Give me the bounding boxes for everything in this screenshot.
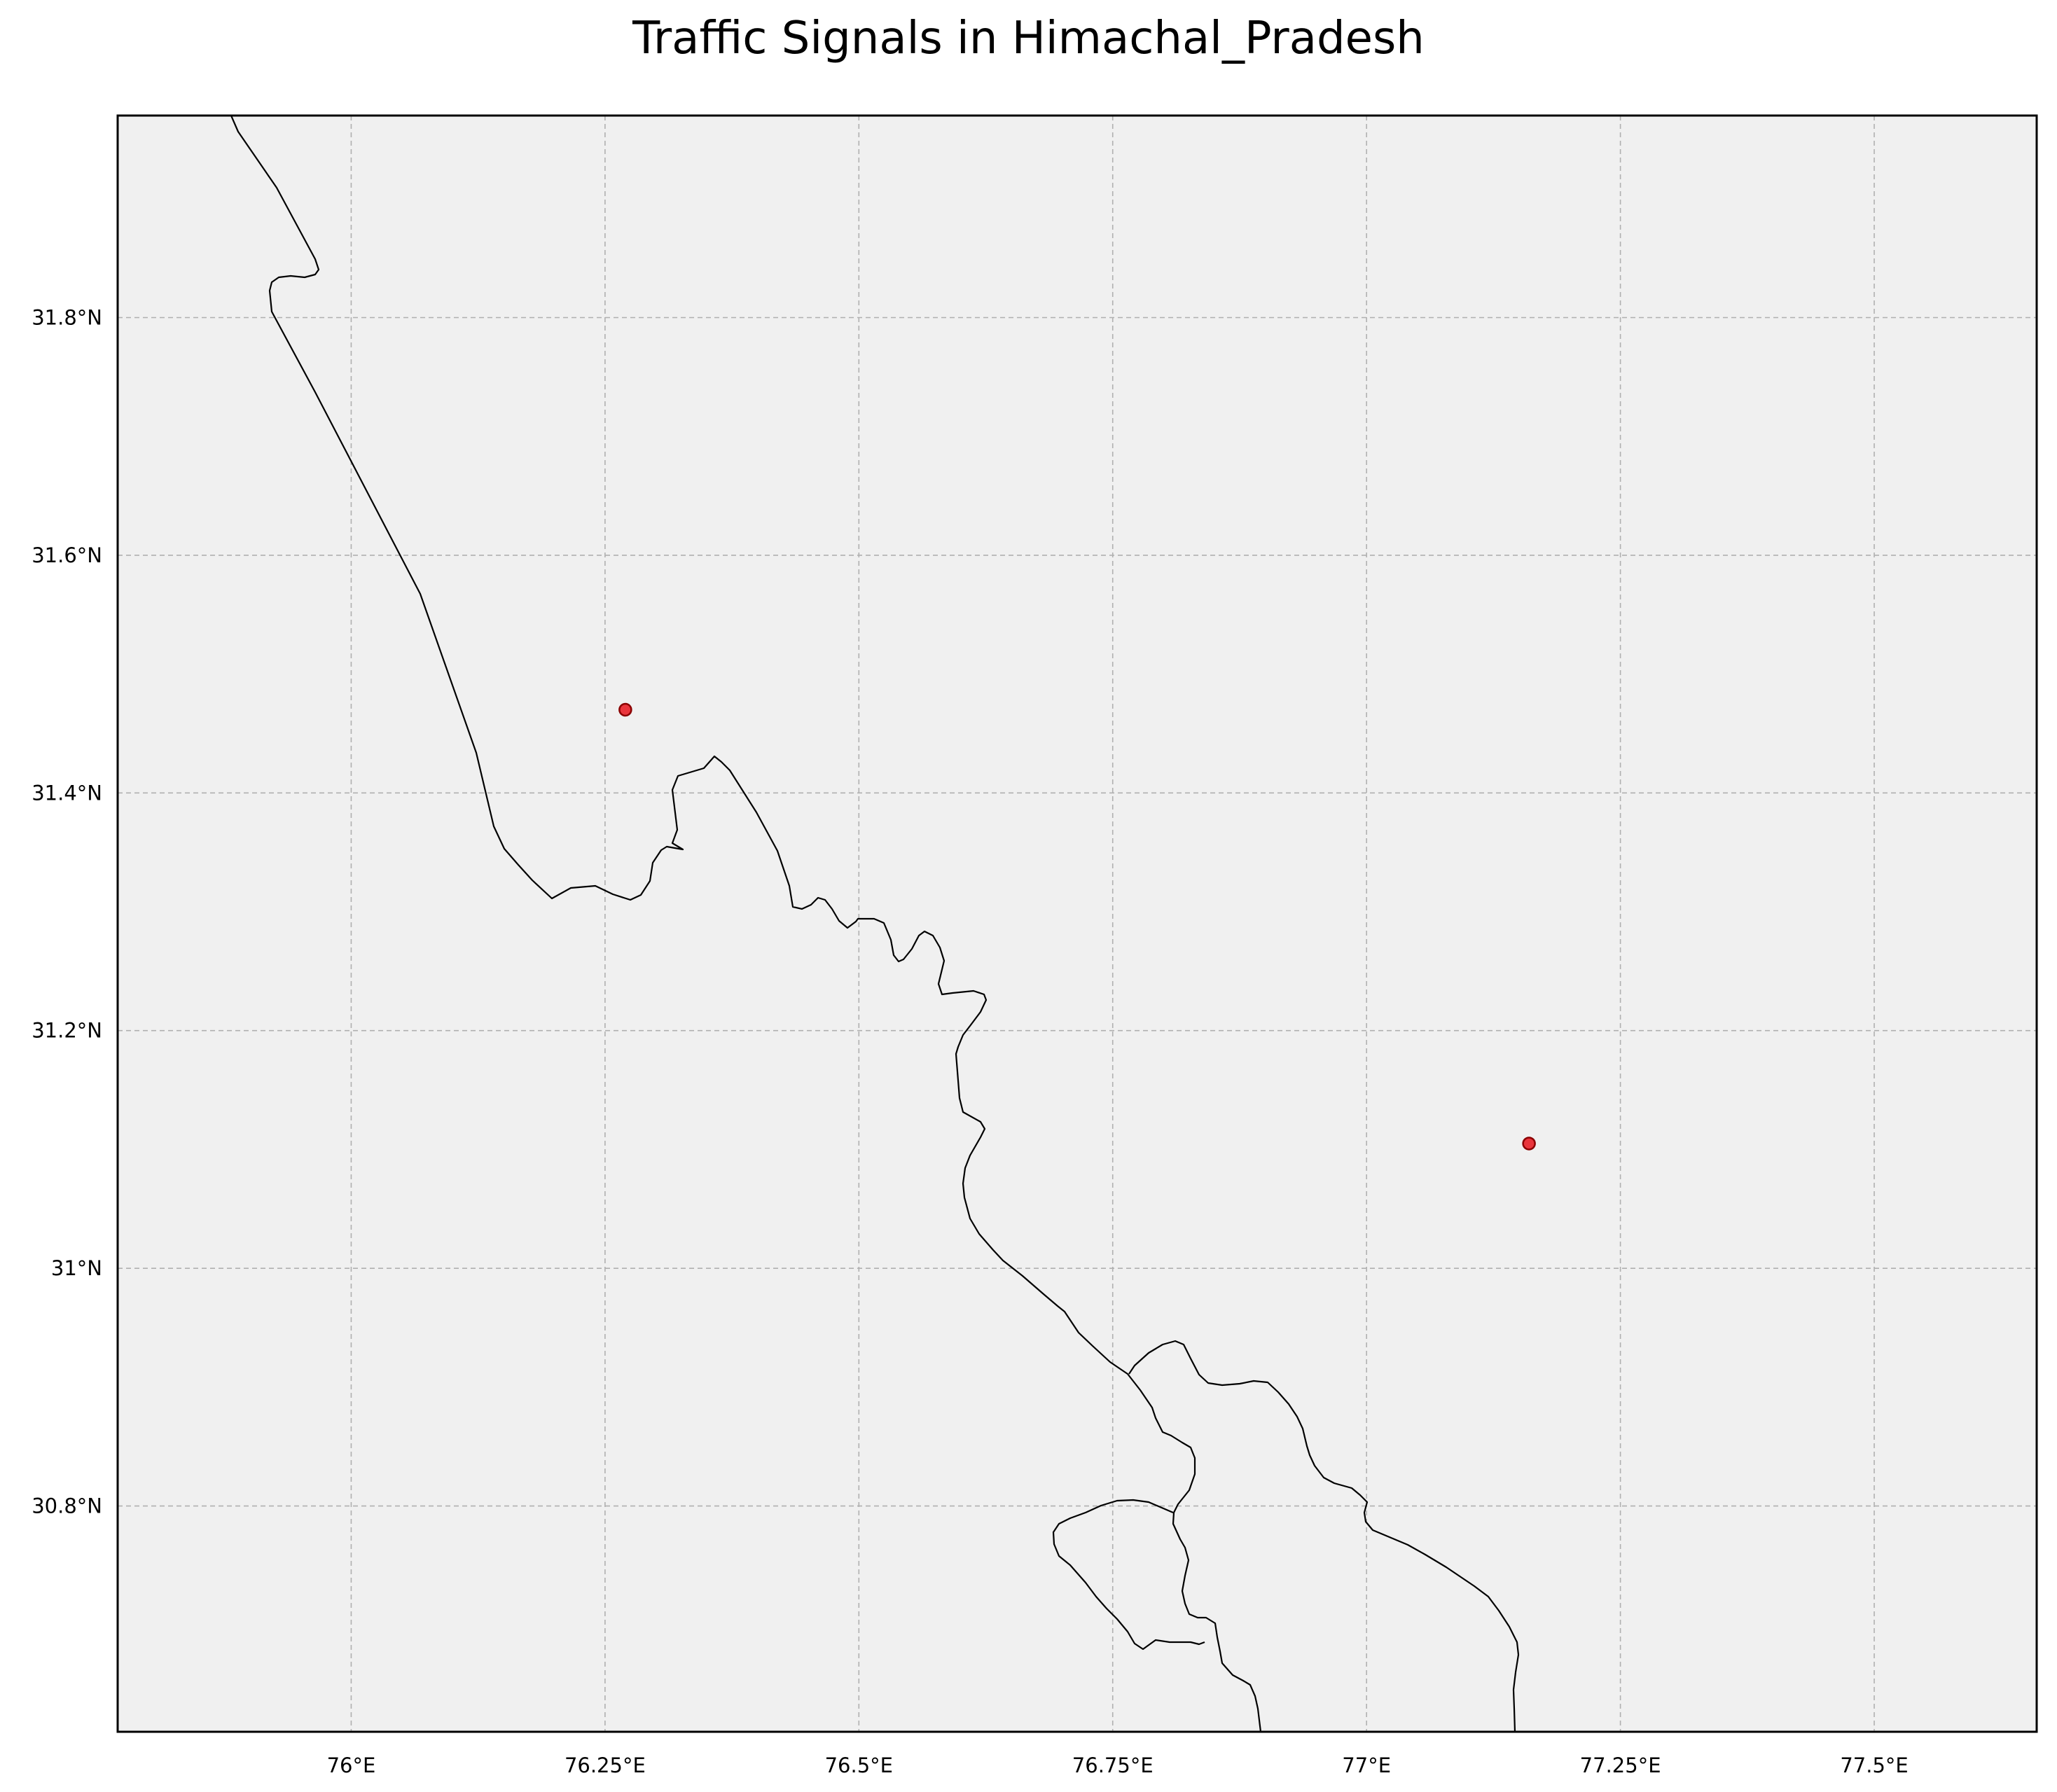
state-boundary-west <box>230 116 1262 1732</box>
latitude-tick-labels: 31.8°N 31.6°N 31.4°N 31.2°N 31°N 30.8°N <box>32 306 102 1518</box>
lat-tick-label: 31.8°N <box>32 306 102 330</box>
gridlines <box>118 116 2037 1732</box>
lon-tick-label: 76.75°E <box>1072 1753 1154 1777</box>
lon-tick-label: 77.25°E <box>1580 1753 1661 1777</box>
lon-tick-label: 76.5°E <box>825 1753 893 1777</box>
traffic-signal-1 <box>618 702 632 717</box>
lon-tick-label: 77°E <box>1342 1753 1391 1777</box>
lat-tick-label: 31°N <box>51 1256 102 1280</box>
lon-tick-label: 76°E <box>327 1753 376 1777</box>
boundary-lines <box>230 116 1520 1732</box>
traffic-signal-2 <box>1522 1137 1536 1151</box>
lon-tick-label: 76.25°E <box>565 1753 646 1777</box>
district-boundary-loop <box>1052 1499 1205 1651</box>
map-frame <box>116 114 2038 1733</box>
map-background <box>118 116 2037 1732</box>
district-boundary-east <box>1128 1340 1520 1732</box>
lat-tick-label: 31.2°N <box>32 1019 102 1043</box>
lat-tick-label: 31.6°N <box>32 543 102 567</box>
lat-tick-label: 30.8°N <box>32 1494 102 1518</box>
traffic-signal-markers <box>618 702 1536 1151</box>
lat-tick-label: 31.4°N <box>32 781 102 805</box>
lon-tick-label: 77.5°E <box>1840 1753 1908 1777</box>
map-title: Traffic Signals in Himachal_Pradesh <box>632 13 1425 64</box>
longitude-tick-labels: 76°E 76.25°E 76.5°E 76.75°E 77°E 77.25°E 77.5°… <box>327 1753 1909 1777</box>
